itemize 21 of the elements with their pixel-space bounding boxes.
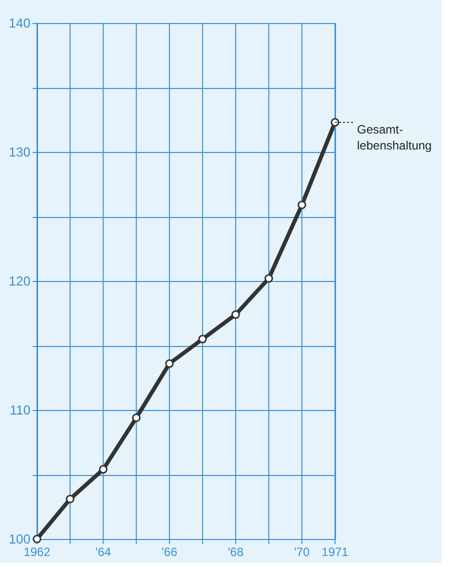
x-tick-label: 1971 — [322, 545, 349, 559]
point — [98, 465, 108, 474]
x-tick-label: '66 — [162, 545, 178, 559]
x-tick-label: 1962 — [24, 545, 51, 559]
point — [298, 200, 306, 210]
x-tick-label: '68 — [228, 545, 244, 559]
x-tick-label: '64 — [95, 545, 112, 559]
y-tick-label: 120 — [8, 274, 30, 288]
point — [264, 274, 274, 283]
point — [132, 413, 141, 422]
point — [198, 334, 207, 344]
y-tick-label: 140 — [8, 16, 30, 30]
point — [231, 310, 240, 319]
y-tick-label: 130 — [8, 144, 30, 160]
y-tick-label: 100 — [8, 532, 30, 546]
point — [165, 359, 174, 368]
y-tick-label: 110 — [10, 402, 30, 418]
point — [330, 118, 340, 127]
x-tick-label: '70 — [294, 545, 310, 559]
annotation: Gesamt- lebenshaltung — [357, 122, 432, 152]
point — [66, 494, 74, 504]
